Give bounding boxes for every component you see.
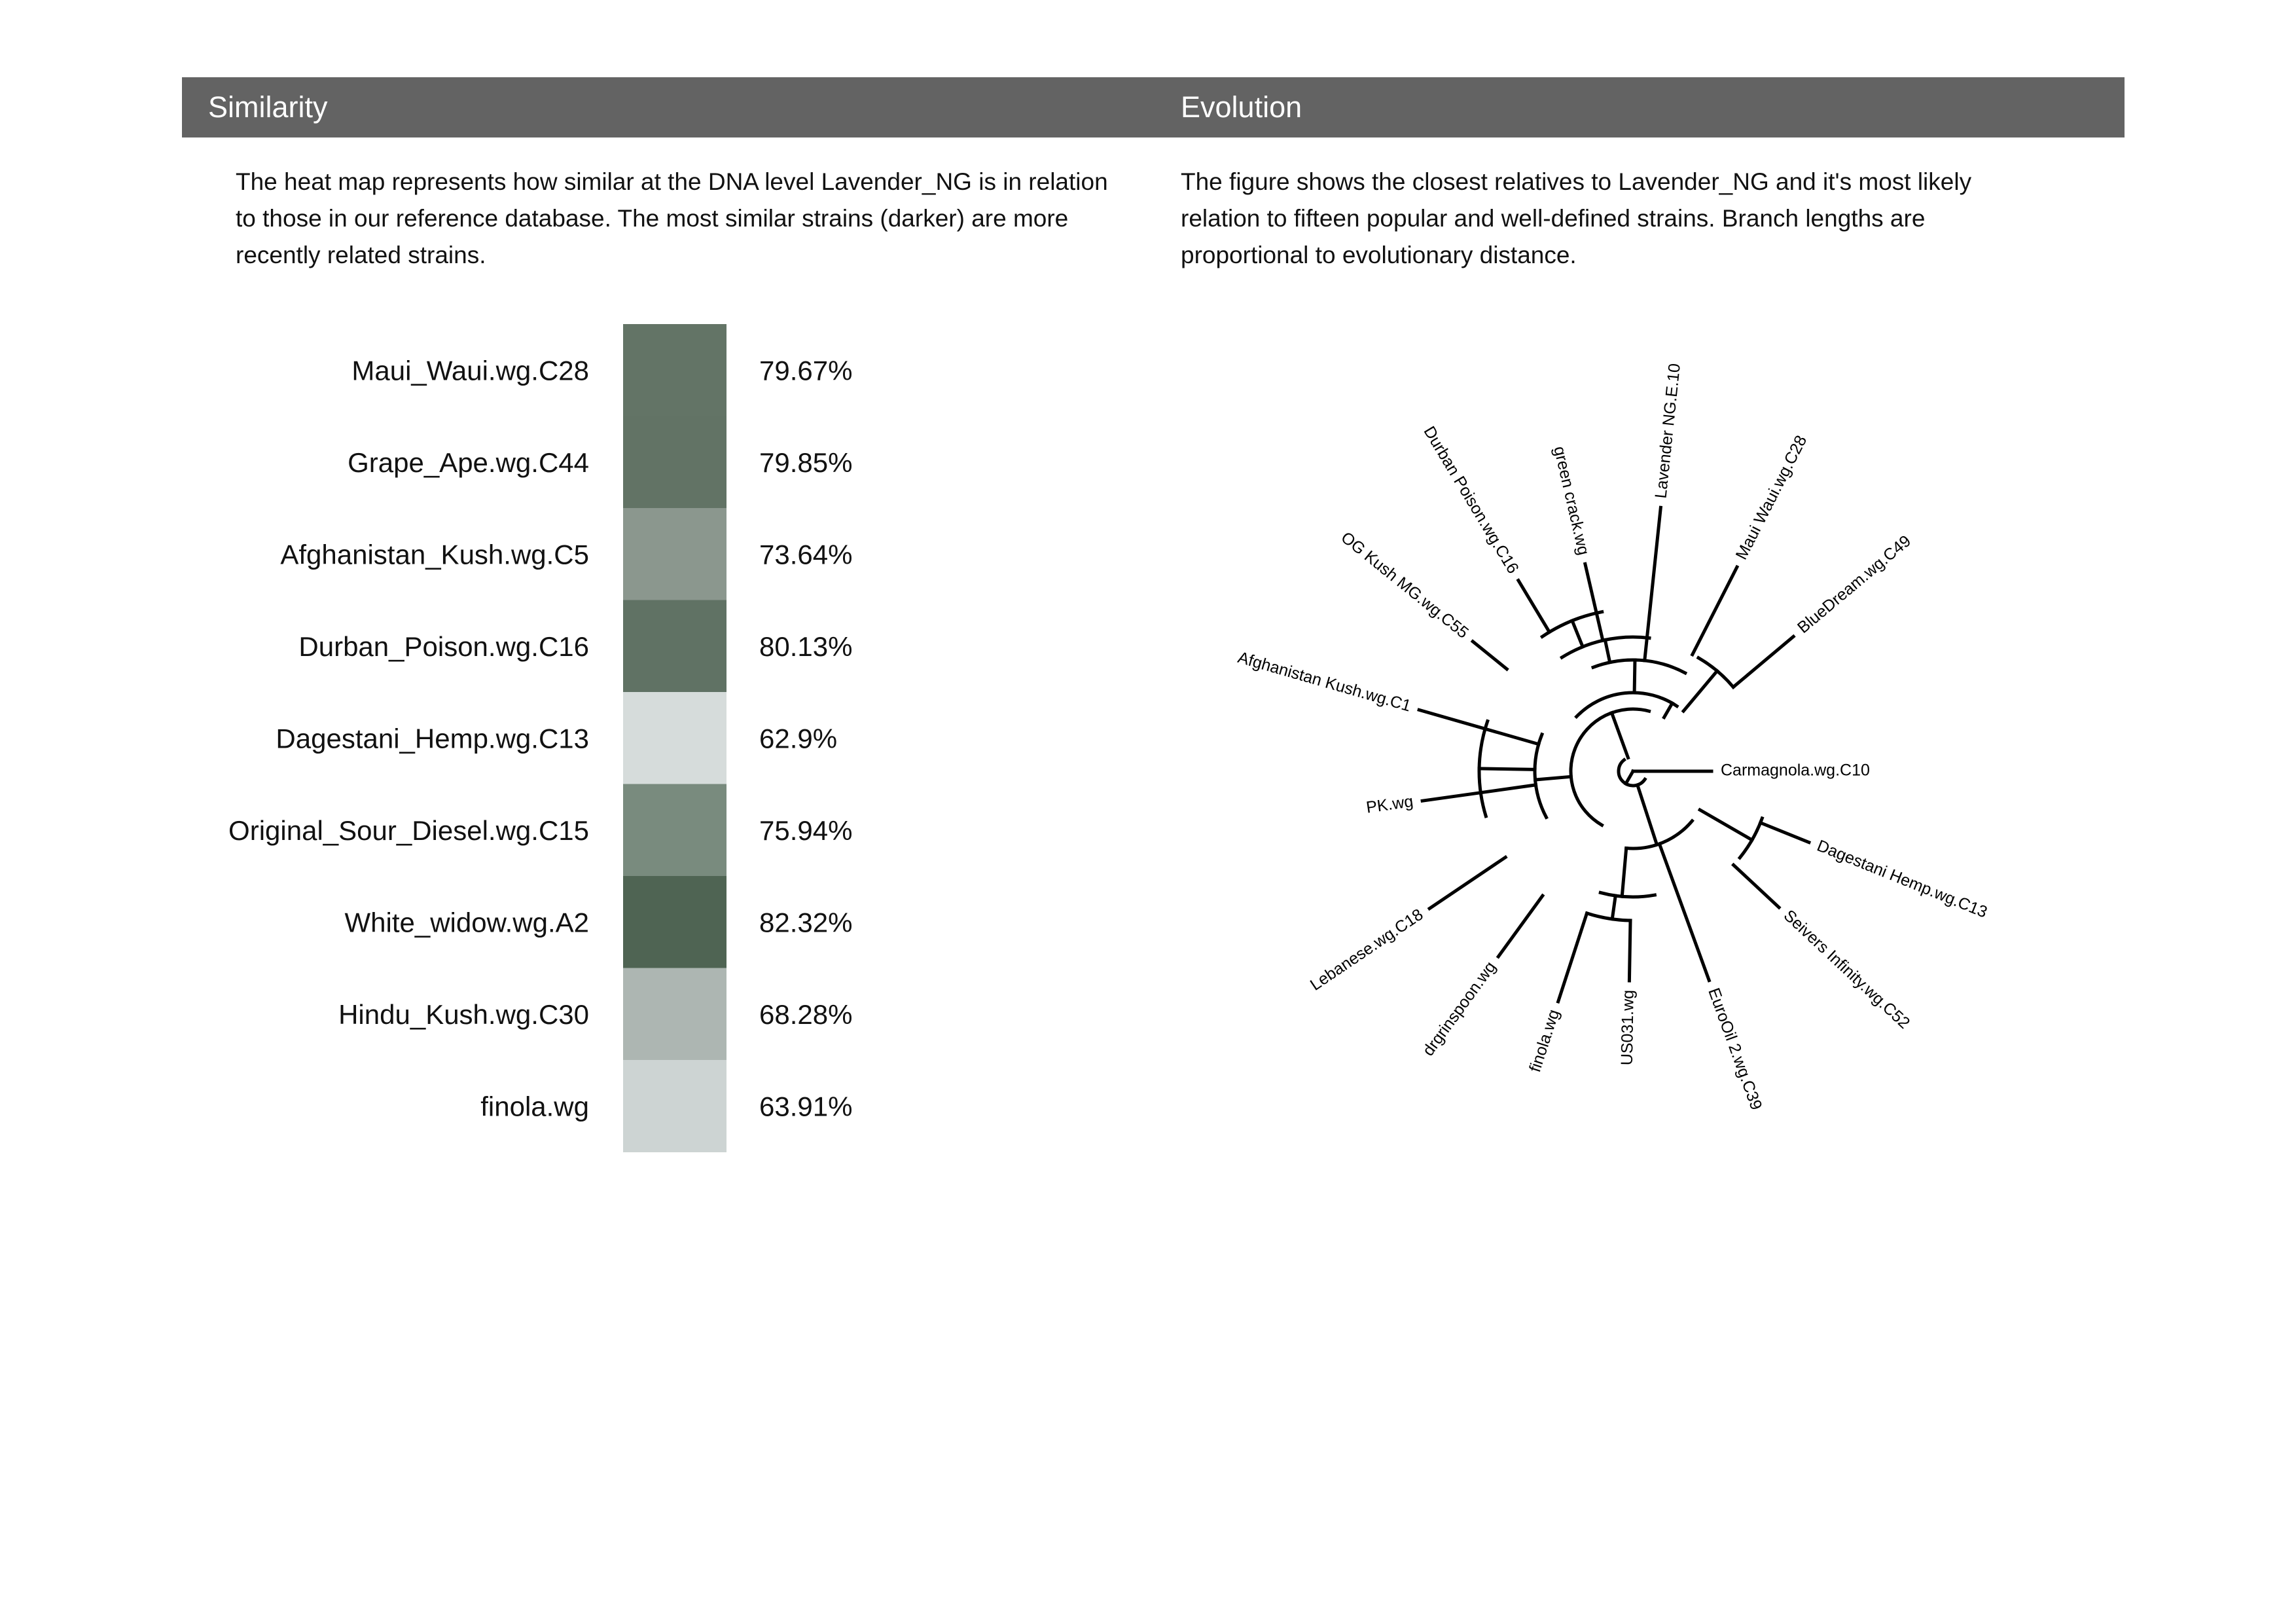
similarity-description: The heat map represents how similar at t… [236, 168, 1108, 268]
heatmap-cell [623, 508, 726, 600]
tree-arc [1574, 691, 1679, 720]
heatmap-value-label: 75.94% [759, 815, 852, 846]
tree-branch [1620, 846, 1628, 898]
tree-leaf-label: finola.wg [1526, 1007, 1563, 1074]
heatmap-row-label: Durban_Poison.wg.C16 [298, 631, 589, 662]
tree-leaf-label: Maui Waui.wg.C28 [1732, 433, 1811, 563]
heatmap-value-label: 82.32% [759, 907, 852, 938]
tree-branch [1609, 710, 1630, 760]
tree-leaf-branch [1583, 562, 1605, 643]
tree-branch [1610, 894, 1618, 921]
tree-leaf-label: BlueDream.wg.C49 [1794, 532, 1914, 637]
heatmap-cell [623, 1060, 726, 1152]
heatmap-value-label: 73.64% [759, 539, 852, 570]
tree-leaf-label: Seivers Infinity.wg.C52 [1780, 906, 1914, 1032]
tree-leaf-branch [1643, 505, 1663, 663]
similarity-header: Similarity [182, 77, 1153, 137]
tree-leaf-label: Afghanistan Kush.wg.C1 [1236, 648, 1413, 715]
heatmap-cell [623, 600, 726, 693]
heatmap-cell [623, 876, 726, 968]
evolution-header: Evolution [1153, 77, 2125, 137]
heatmap-row-label: Original_Sour_Diesel.wg.C15 [228, 815, 589, 846]
tree-arc [1569, 707, 1651, 828]
tree-leaf-label: Dagestani Hemp.wg.C13 [1814, 837, 1990, 922]
heatmap-row-label: White_widow.wg.A2 [344, 907, 589, 938]
heatmap-value-label: 79.85% [759, 447, 852, 478]
tree-leaf-branch [1417, 708, 1541, 746]
tree-leaf-label: green crack.wg [1550, 445, 1592, 556]
tree-branch [1623, 769, 1636, 786]
heatmap-cell [623, 784, 726, 877]
tree-leaf-branch [1470, 639, 1509, 672]
tree-leaf-branch [1731, 634, 1796, 689]
tree-branch [1603, 638, 1612, 665]
tree-branch [1533, 775, 1573, 782]
similarity-heatmap: Maui_Waui.wg.C28 79.67% Grape_Ape.wg.C44 79… [228, 324, 852, 1152]
tree-arc [1617, 757, 1647, 788]
tree-leaf-branch [1690, 564, 1740, 657]
heatmap-row-label: Afghanistan_Kush.wg.C5 [280, 539, 589, 570]
heatmap-value-label: 79.67% [759, 355, 852, 386]
tree-leaf-branch [1627, 919, 1632, 983]
tree-leaf-label: US031.wg [1618, 990, 1638, 1066]
tree-arc [1590, 658, 1688, 676]
heatmap-row-label: Hindu_Kush.wg.C30 [338, 999, 589, 1030]
heatmap-value-label: 62.9% [759, 723, 837, 754]
tree-leaf-branch [1556, 911, 1589, 1004]
tree-branch [1662, 701, 1675, 720]
heatmap-cell [623, 968, 726, 1061]
heatmap-row-label: finola.wg [480, 1091, 589, 1122]
tree-arc [1585, 911, 1632, 922]
tree-leaf-label: OG Kush MG.wg.C55 [1338, 528, 1472, 642]
tree-leaf-label: PK.wg [1365, 792, 1414, 817]
tree-leaf-label: EuroOil 2.wg.C39 [1704, 985, 1765, 1112]
tree-leaf-branch [1420, 783, 1538, 803]
tree-branch [1697, 807, 1755, 843]
heatmap-value-label: 68.28% [759, 999, 852, 1030]
evolution-title: Evolution [1181, 90, 1302, 124]
heatmap-cell [623, 692, 726, 784]
tree-leaf-branch [1496, 893, 1545, 959]
tree-leaf-branch [1427, 854, 1508, 911]
tree-leaf-label: Carmagnola.wg.C10 [1721, 761, 1870, 780]
heatmap-row-label: Dagestani_Hemp.wg.C13 [276, 723, 589, 754]
tree-leaf-branch [1516, 578, 1552, 634]
heatmap-cell [623, 416, 726, 509]
heatmap-cell [623, 324, 726, 416]
tree-leaf-branch [1731, 862, 1782, 910]
tree-leaf-label: Lavender NG.E.10 [1651, 363, 1683, 500]
tree-leaf-branch [1758, 820, 1812, 845]
heatmap-row-label: Grape_Ape.wg.C44 [348, 447, 589, 478]
tree-arc [1533, 732, 1549, 820]
tree-branch [1635, 782, 1659, 847]
heatmap-value-label: 63.91% [759, 1091, 852, 1122]
tree-branch [1632, 658, 1637, 695]
tree-leaf-label: Lebanese.wg.C18 [1307, 905, 1427, 994]
tree-branch [1570, 618, 1585, 649]
tree-arc [1598, 890, 1657, 899]
tree-leaf-label: drgrinspoon.wg [1419, 958, 1499, 1059]
similarity-title: Similarity [208, 90, 328, 124]
evolution-description: The figure shows the closest relatives t… [1181, 168, 1972, 268]
tree-branch [1681, 668, 1720, 714]
heatmap-row-label: Maui_Waui.wg.C28 [351, 355, 589, 386]
tree-arc [1624, 818, 1695, 850]
tree-leaf-label: Durban Poison.wg.C16 [1420, 423, 1522, 577]
heatmap-value-label: 80.13% [759, 631, 852, 662]
tree-leaf-branch [1657, 841, 1712, 983]
